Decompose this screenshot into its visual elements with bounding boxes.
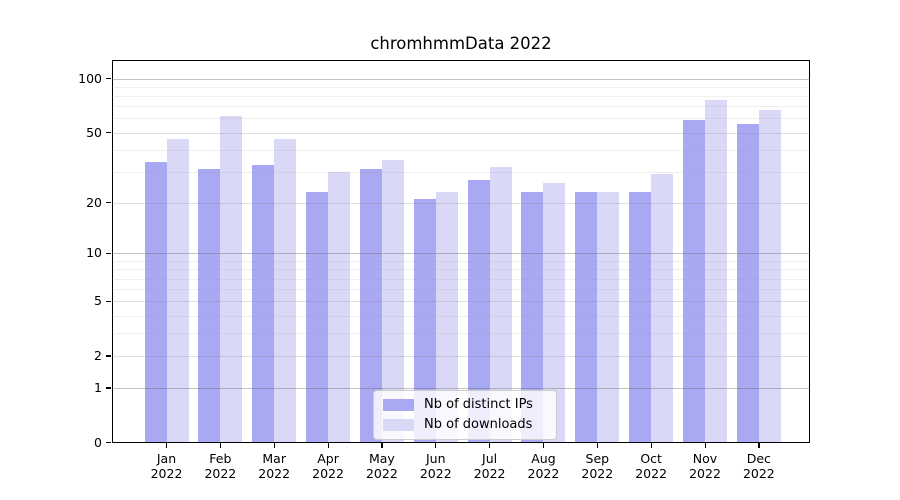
bar-nb-of-downloads-jan bbox=[166, 139, 189, 443]
x-tick-label-apr: Apr 2022 bbox=[301, 451, 355, 482]
x-tick-month: Aug bbox=[531, 450, 556, 466]
chart-title: chromhmmData 2022 bbox=[370, 34, 552, 53]
x-tick-mark-jan bbox=[166, 443, 168, 448]
x-tick-year: 2022 bbox=[312, 466, 344, 481]
y-tick-label-100: 100 bbox=[78, 70, 102, 86]
x-tick-month: Dec bbox=[746, 450, 771, 466]
y-tick-mark-5 bbox=[106, 300, 111, 302]
y-tick-mark-100 bbox=[106, 78, 111, 80]
x-tick-label-jun: Jun 2022 bbox=[409, 451, 463, 482]
x-tick-label-oct: Oct 2022 bbox=[624, 451, 678, 482]
x-tick-label-jan: Jan 2022 bbox=[140, 451, 194, 482]
bar-nb-of-distinct-ips-jul bbox=[467, 179, 490, 443]
x-tick-year: 2022 bbox=[581, 466, 614, 481]
y-tick-label-0: 0 bbox=[94, 434, 102, 450]
x-tick-mark-apr bbox=[327, 443, 329, 448]
legend: Nb of distinct IPs Nb of downloads bbox=[373, 390, 557, 440]
x-tick-month: Feb bbox=[209, 450, 232, 466]
x-tick-month: Mar bbox=[262, 450, 286, 466]
bar-nb-of-distinct-ips-apr bbox=[306, 191, 329, 443]
bar-nb-of-downloads-jun bbox=[435, 191, 458, 443]
x-tick-month: Sep bbox=[585, 450, 610, 466]
y-tick-label-2: 2 bbox=[94, 347, 102, 363]
legend-entry-distinct-ips: Nb of distinct IPs bbox=[383, 397, 547, 413]
x-tick-mark-feb bbox=[219, 443, 222, 448]
legend-entry-downloads: Nb of downloads bbox=[383, 417, 547, 433]
bar-nb-of-distinct-ips-may bbox=[359, 169, 382, 443]
x-tick-mark-sep bbox=[596, 443, 598, 448]
y-tick-mark-1 bbox=[106, 387, 111, 389]
x-tick-month: Jan bbox=[156, 450, 177, 466]
x-tick-month: Nov bbox=[692, 450, 718, 466]
legend-label-distinct-ips: Nb of distinct IPs bbox=[424, 397, 533, 412]
x-tick-year: 2022 bbox=[258, 466, 291, 481]
x-tick-label-may: May 2022 bbox=[355, 451, 409, 482]
x-tick-year: 2022 bbox=[527, 466, 560, 481]
bar-nb-of-downloads-dec bbox=[758, 109, 781, 443]
x-tick-year: 2022 bbox=[742, 466, 775, 481]
x-tick-mark-aug bbox=[542, 443, 545, 448]
x-tick-mark-mar bbox=[273, 443, 275, 448]
y-tick-mark-2 bbox=[106, 355, 111, 357]
x-tick-label-feb: Feb 2022 bbox=[193, 451, 247, 482]
bar-nb-of-downloads-apr bbox=[328, 171, 351, 443]
y-tick-label-50: 50 bbox=[86, 124, 102, 140]
y-tick-mark-0 bbox=[106, 442, 111, 444]
legend-label-downloads: Nb of downloads bbox=[424, 417, 533, 432]
x-tick-mark-nov bbox=[704, 443, 706, 448]
bar-nb-of-downloads-jul bbox=[489, 166, 512, 443]
bar-nb-of-distinct-ips-aug bbox=[521, 191, 544, 443]
x-tick-year: 2022 bbox=[365, 466, 398, 481]
x-tick-mark-jul bbox=[489, 443, 491, 448]
x-tick-mark-oct bbox=[650, 443, 652, 448]
bar-nb-of-distinct-ips-sep bbox=[575, 191, 598, 443]
bar-nb-of-downloads-nov bbox=[705, 100, 727, 443]
y-tick-label-20: 20 bbox=[86, 194, 102, 210]
bar-nb-of-downloads-sep bbox=[597, 191, 620, 443]
bar-nb-of-downloads-aug bbox=[543, 182, 566, 443]
x-tick-year: 2022 bbox=[635, 466, 668, 481]
y-tick-mark-10 bbox=[106, 252, 111, 255]
x-tick-label-dec: Dec 2022 bbox=[732, 451, 786, 482]
legend-swatch-distinct-ips bbox=[383, 399, 414, 411]
y-tick-label-1: 1 bbox=[94, 379, 102, 395]
bar-nb-of-distinct-ips-feb bbox=[198, 169, 221, 443]
bar-nb-of-distinct-ips-jun bbox=[413, 198, 436, 443]
x-tick-label-mar: Mar 2022 bbox=[247, 451, 301, 482]
y-tick-label-10: 10 bbox=[86, 245, 102, 261]
x-tick-label-nov: Nov 2022 bbox=[678, 451, 732, 482]
x-tick-label-aug: Aug 2022 bbox=[516, 451, 570, 482]
x-tick-label-jul: Jul 2022 bbox=[463, 451, 517, 482]
x-tick-month: Jul bbox=[482, 450, 498, 466]
bar-nb-of-distinct-ips-jan bbox=[144, 162, 167, 443]
bar-nb-of-distinct-ips-dec bbox=[736, 123, 759, 443]
x-tick-year: 2022 bbox=[473, 466, 506, 481]
bar-nb-of-downloads-mar bbox=[274, 139, 297, 443]
bar-nb-of-downloads-may bbox=[381, 160, 404, 443]
bar-nb-of-downloads-feb bbox=[220, 115, 243, 443]
x-tick-mark-jun bbox=[435, 443, 437, 448]
x-tick-year: 2022 bbox=[689, 466, 721, 481]
y-tick-mark-50 bbox=[106, 132, 111, 134]
x-tick-mark-may bbox=[381, 443, 383, 448]
y-tick-label-5: 5 bbox=[94, 293, 102, 309]
x-tick-month: Apr bbox=[317, 450, 339, 466]
x-tick-mark-dec bbox=[758, 443, 760, 448]
legend-swatch-downloads bbox=[383, 419, 414, 431]
x-tick-year: 2022 bbox=[204, 466, 237, 481]
bar-nb-of-distinct-ips-mar bbox=[252, 164, 275, 443]
y-tick-mark-20 bbox=[106, 202, 111, 204]
x-tick-month: May bbox=[368, 450, 395, 466]
x-tick-month: Jun bbox=[425, 450, 446, 466]
bar-nb-of-distinct-ips-oct bbox=[629, 191, 652, 443]
x-tick-month: Oct bbox=[640, 450, 662, 466]
bar-nb-of-downloads-oct bbox=[651, 174, 674, 443]
x-tick-year: 2022 bbox=[419, 466, 452, 481]
bar-nb-of-distinct-ips-nov bbox=[683, 119, 705, 443]
x-tick-label-sep: Sep 2022 bbox=[570, 451, 624, 482]
x-tick-year: 2022 bbox=[150, 466, 183, 481]
